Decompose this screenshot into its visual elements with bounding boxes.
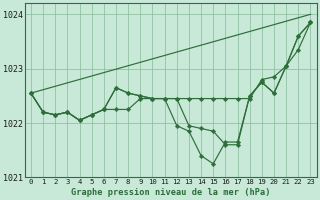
X-axis label: Graphe pression niveau de la mer (hPa): Graphe pression niveau de la mer (hPa) (71, 188, 270, 197)
